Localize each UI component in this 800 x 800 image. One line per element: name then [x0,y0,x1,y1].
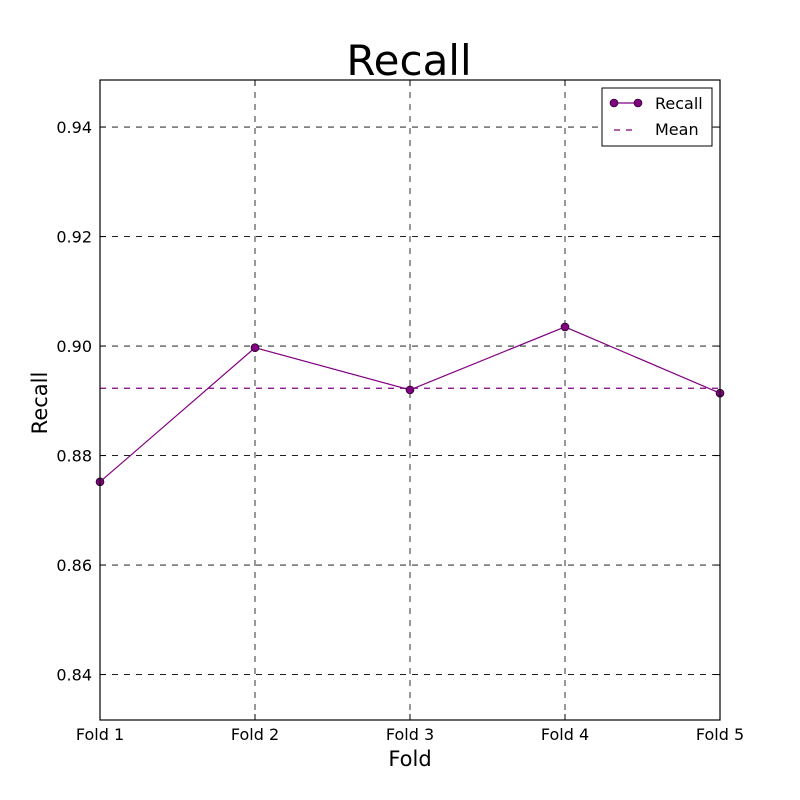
x-axis-label: Fold [388,747,431,771]
chart-title: Recall [346,36,471,85]
legend-label-recall: Recall [655,94,703,113]
x-tick-label: Fold 5 [696,725,744,744]
x-tick-label: Fold 2 [231,725,279,744]
x-tick-label: Fold 4 [541,725,589,744]
legend-box [601,87,713,147]
x-tick-label: Fold 1 [76,725,124,744]
y-tick-label: 0.90 [56,337,92,356]
legend-swatch-recall-marker [633,98,643,108]
legend: Recall Mean [601,87,713,147]
recall-point [560,322,570,332]
x-tick-label: Fold 3 [386,725,434,744]
y-tick-label: 0.92 [56,228,92,247]
y-tick-label: 0.94 [56,118,92,137]
y-tick-label: 0.84 [56,666,92,685]
grid-layer [100,80,720,720]
tick-layer [99,80,721,720]
recall-point [250,343,260,353]
series-layer [95,322,725,487]
legend-swatch-recall-marker [609,98,619,108]
legend-label-mean: Mean [655,120,699,139]
y-tick-labels: 0.84 0.86 0.88 0.90 0.92 0.94 [56,118,92,684]
x-tick-labels: Fold 1 Fold 2 Fold 3 Fold 4 Fold 5 [76,725,744,744]
y-axis-label: Recall [28,372,52,435]
recall-point [405,385,415,395]
y-tick-label: 0.88 [56,447,92,466]
y-tick-label: 0.86 [56,556,92,575]
